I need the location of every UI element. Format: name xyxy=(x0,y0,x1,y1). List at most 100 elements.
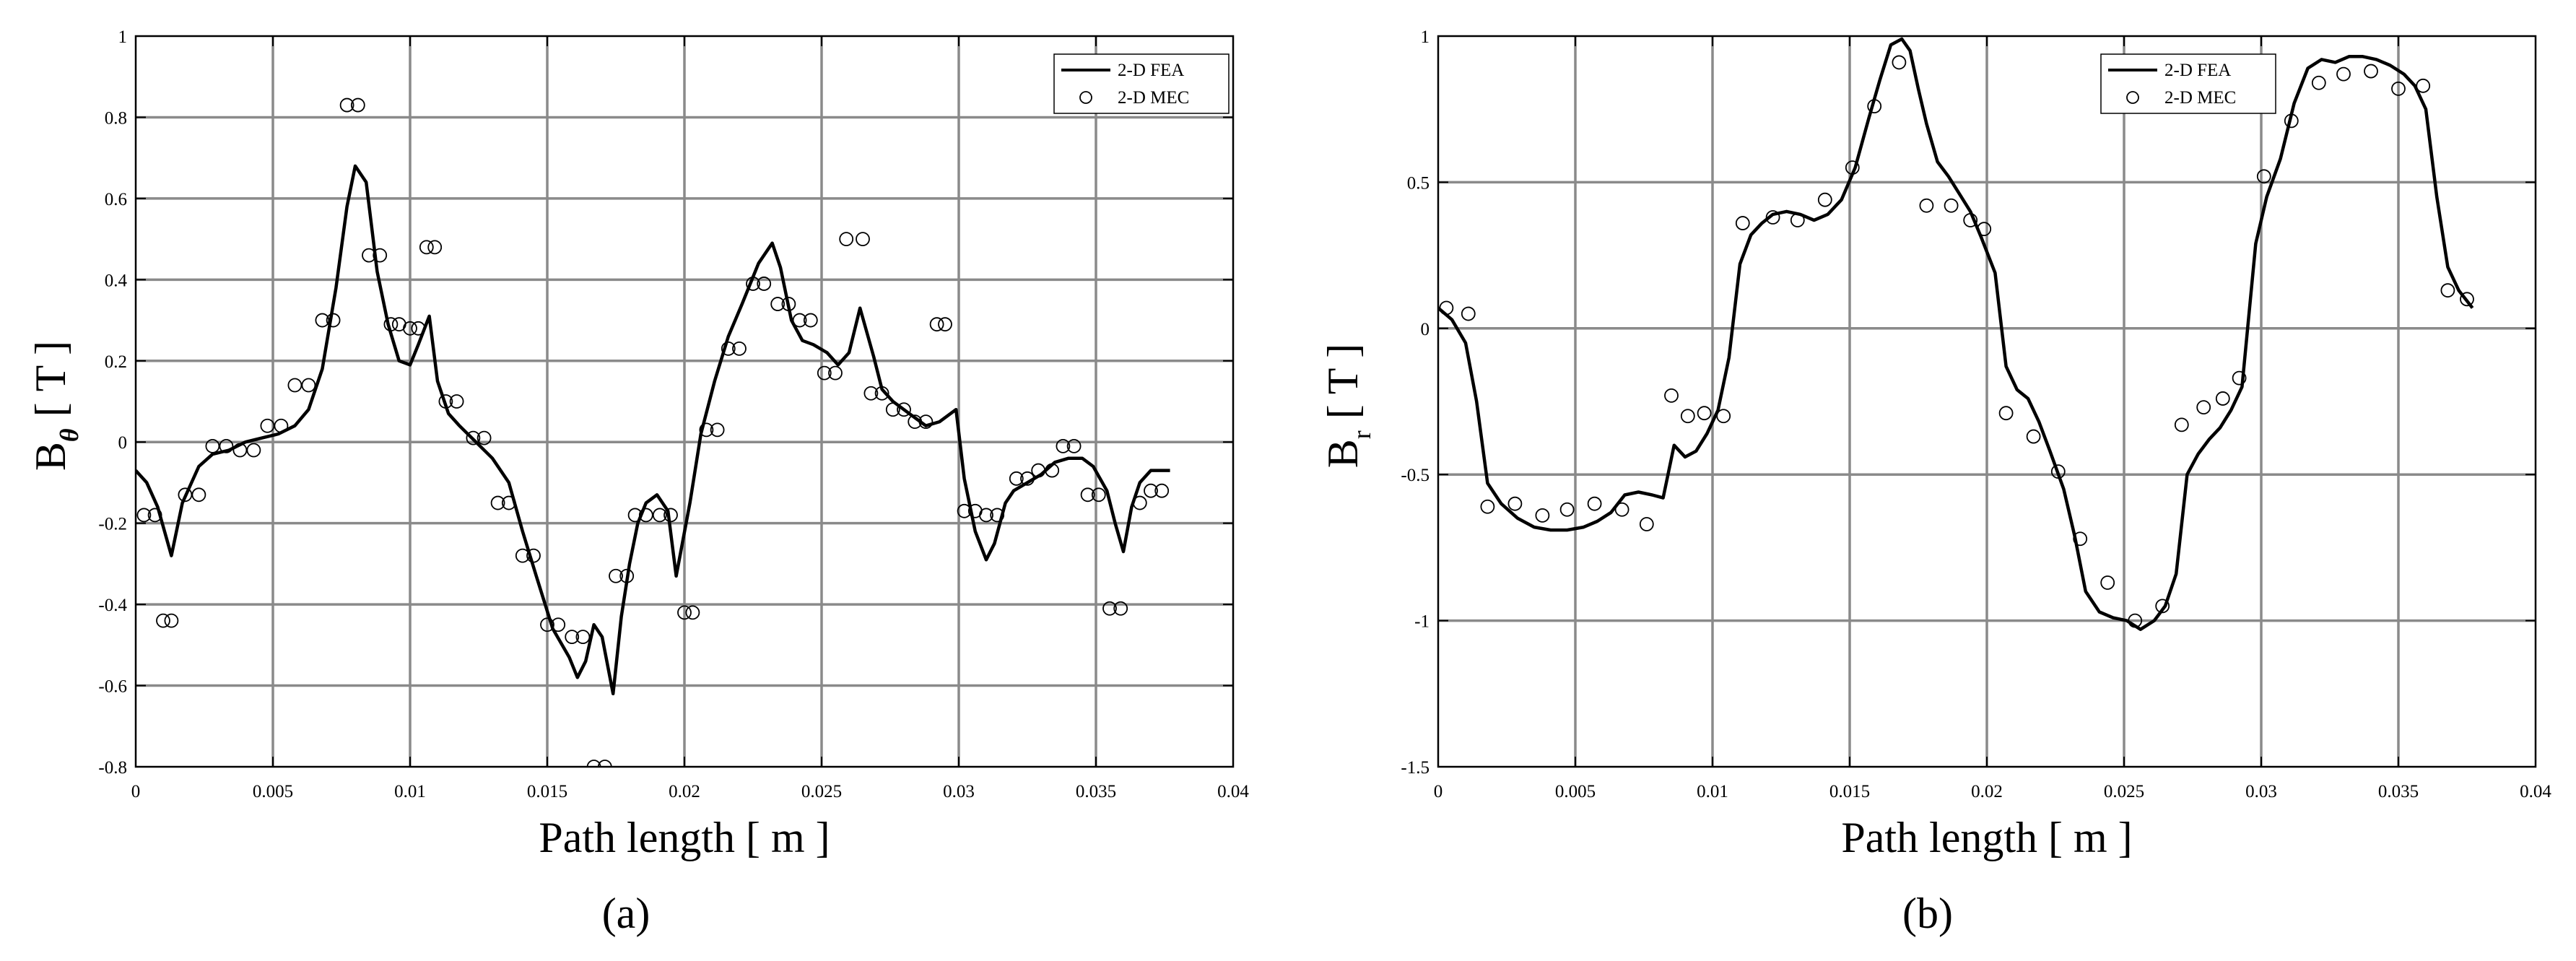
mec-data-point xyxy=(147,508,162,523)
mec-data-point xyxy=(373,248,388,263)
mec-data-point xyxy=(908,414,923,430)
mec-data-point xyxy=(575,630,591,644)
mec-data-point xyxy=(2460,292,2474,307)
series-line-fea xyxy=(1438,37,2474,631)
mec-data-point xyxy=(1587,496,1602,511)
mec-data-point xyxy=(1845,160,1860,175)
legend: 2-D FEA 2-D MEC xyxy=(2100,53,2276,114)
x-tick-label: 0.03 xyxy=(2245,782,2277,801)
mec-data-point xyxy=(1639,517,1654,531)
y-tick-label: -0.2 xyxy=(98,515,127,534)
mec-data-point xyxy=(362,248,376,263)
mec-data-point xyxy=(1045,463,1060,478)
mec-data-point xyxy=(383,317,399,332)
mec-data-point xyxy=(2440,283,2455,298)
x-axis-label: Path length [ m ] xyxy=(1841,814,2132,861)
mec-data-point xyxy=(260,418,275,433)
series-layer xyxy=(136,97,1170,767)
mec-data-point xyxy=(609,568,623,583)
mec-data-point xyxy=(638,508,653,523)
mec-data-point xyxy=(897,402,911,417)
mec-data-point xyxy=(2050,464,2066,479)
x-tick-label: 0.025 xyxy=(2104,782,2144,801)
mec-data-point xyxy=(1461,306,1476,321)
mec-data-point xyxy=(2364,64,2378,79)
mec-data-point xyxy=(1009,471,1024,486)
mec-data-point xyxy=(597,760,612,767)
svg-text:Bθ[ T ]: Bθ [ T ] xyxy=(27,341,84,471)
mec-data-point xyxy=(627,508,643,523)
mec-data-point xyxy=(178,487,193,503)
y-axis-label-subscript: r xyxy=(1347,430,1376,439)
mec-data-point xyxy=(710,422,725,438)
y-axis-label-unit: [ T ] xyxy=(1319,344,1367,419)
y-tick-label: 1 xyxy=(118,27,128,47)
mec-data-point xyxy=(1535,508,1550,523)
legend-marker-swatch xyxy=(1079,91,1092,104)
mec-data-point xyxy=(551,617,566,632)
mec-data-point xyxy=(1056,438,1071,453)
mec-data-point xyxy=(781,297,796,311)
mec-data-point xyxy=(2232,370,2247,386)
y-tick-label: 1 xyxy=(1421,27,1430,47)
mec-data-point xyxy=(746,277,760,291)
mec-data-point xyxy=(301,378,316,393)
x-tick-label: 0.025 xyxy=(801,782,842,801)
mec-data-point xyxy=(1154,483,1170,498)
x-tick-label: 0.04 xyxy=(2520,782,2551,801)
mec-data-point xyxy=(1091,487,1106,503)
x-tick-label: 0 xyxy=(1434,782,1443,801)
mec-data-point xyxy=(1614,502,1629,517)
x-tick-label: 0.005 xyxy=(253,782,293,801)
mec-data-point xyxy=(2311,75,2326,90)
mec-data-point xyxy=(1892,55,1907,70)
y-tick-label: 0.8 xyxy=(105,108,127,128)
mec-data-point xyxy=(1735,216,1750,230)
mec-data-point xyxy=(885,402,900,417)
mec-data-point xyxy=(449,394,464,409)
y-tick-label: 0 xyxy=(1421,320,1430,339)
mec-data-point xyxy=(1790,213,1805,227)
mec-data-point xyxy=(1867,99,1882,114)
mec-data-point xyxy=(792,313,807,328)
x-tick-label: 0.01 xyxy=(394,782,426,801)
mec-data-point xyxy=(2100,575,2115,590)
mec-data-point xyxy=(565,630,580,644)
mec-data-point xyxy=(828,365,843,381)
mec-data-point xyxy=(1963,213,1978,227)
mec-data-point xyxy=(2196,400,2211,414)
mec-data-point xyxy=(1080,487,1095,503)
mec-data-point xyxy=(2284,113,2299,129)
mec-data-point xyxy=(1919,198,1934,213)
x-tick-label: 0.005 xyxy=(1555,782,1596,801)
x-tick-label: 0.03 xyxy=(943,782,975,801)
mec-data-point xyxy=(1144,483,1158,498)
y-axis-label-symbol: B xyxy=(27,442,74,471)
mec-data-point xyxy=(191,487,206,503)
mec-data-point xyxy=(2026,429,2041,444)
mec-data-point xyxy=(1944,198,1959,213)
legend-label-mec: 2-D MEC xyxy=(1118,88,1189,108)
panel-label: (b) xyxy=(1902,890,1953,937)
y-tick-label: -1 xyxy=(1414,612,1430,632)
mec-data-point xyxy=(1020,471,1035,486)
mec-data-point xyxy=(490,495,505,510)
mec-data-point xyxy=(699,422,714,438)
mec-data-point xyxy=(219,438,234,453)
x-tick-label: 0.01 xyxy=(1697,782,1728,801)
mec-data-point xyxy=(1680,409,1695,424)
x-tick-label: 0.015 xyxy=(1829,782,1870,801)
legend-label-mec: 2-D MEC xyxy=(2164,88,2236,108)
mec-data-point xyxy=(411,321,426,336)
y-axis-label-subscript: θ xyxy=(55,428,84,442)
mec-data-point xyxy=(274,418,289,433)
series-line-fea xyxy=(136,164,1170,696)
mec-data-point xyxy=(2336,66,2351,82)
y-axis-label: Bθ [ T ] xyxy=(27,341,84,471)
mec-data-point xyxy=(526,548,541,563)
mec-data-point xyxy=(1031,463,1046,478)
mec-data-point xyxy=(1817,192,1832,207)
mec-data-point xyxy=(2174,417,2189,432)
legend-box xyxy=(1053,53,1230,114)
mec-data-point xyxy=(990,508,1005,523)
